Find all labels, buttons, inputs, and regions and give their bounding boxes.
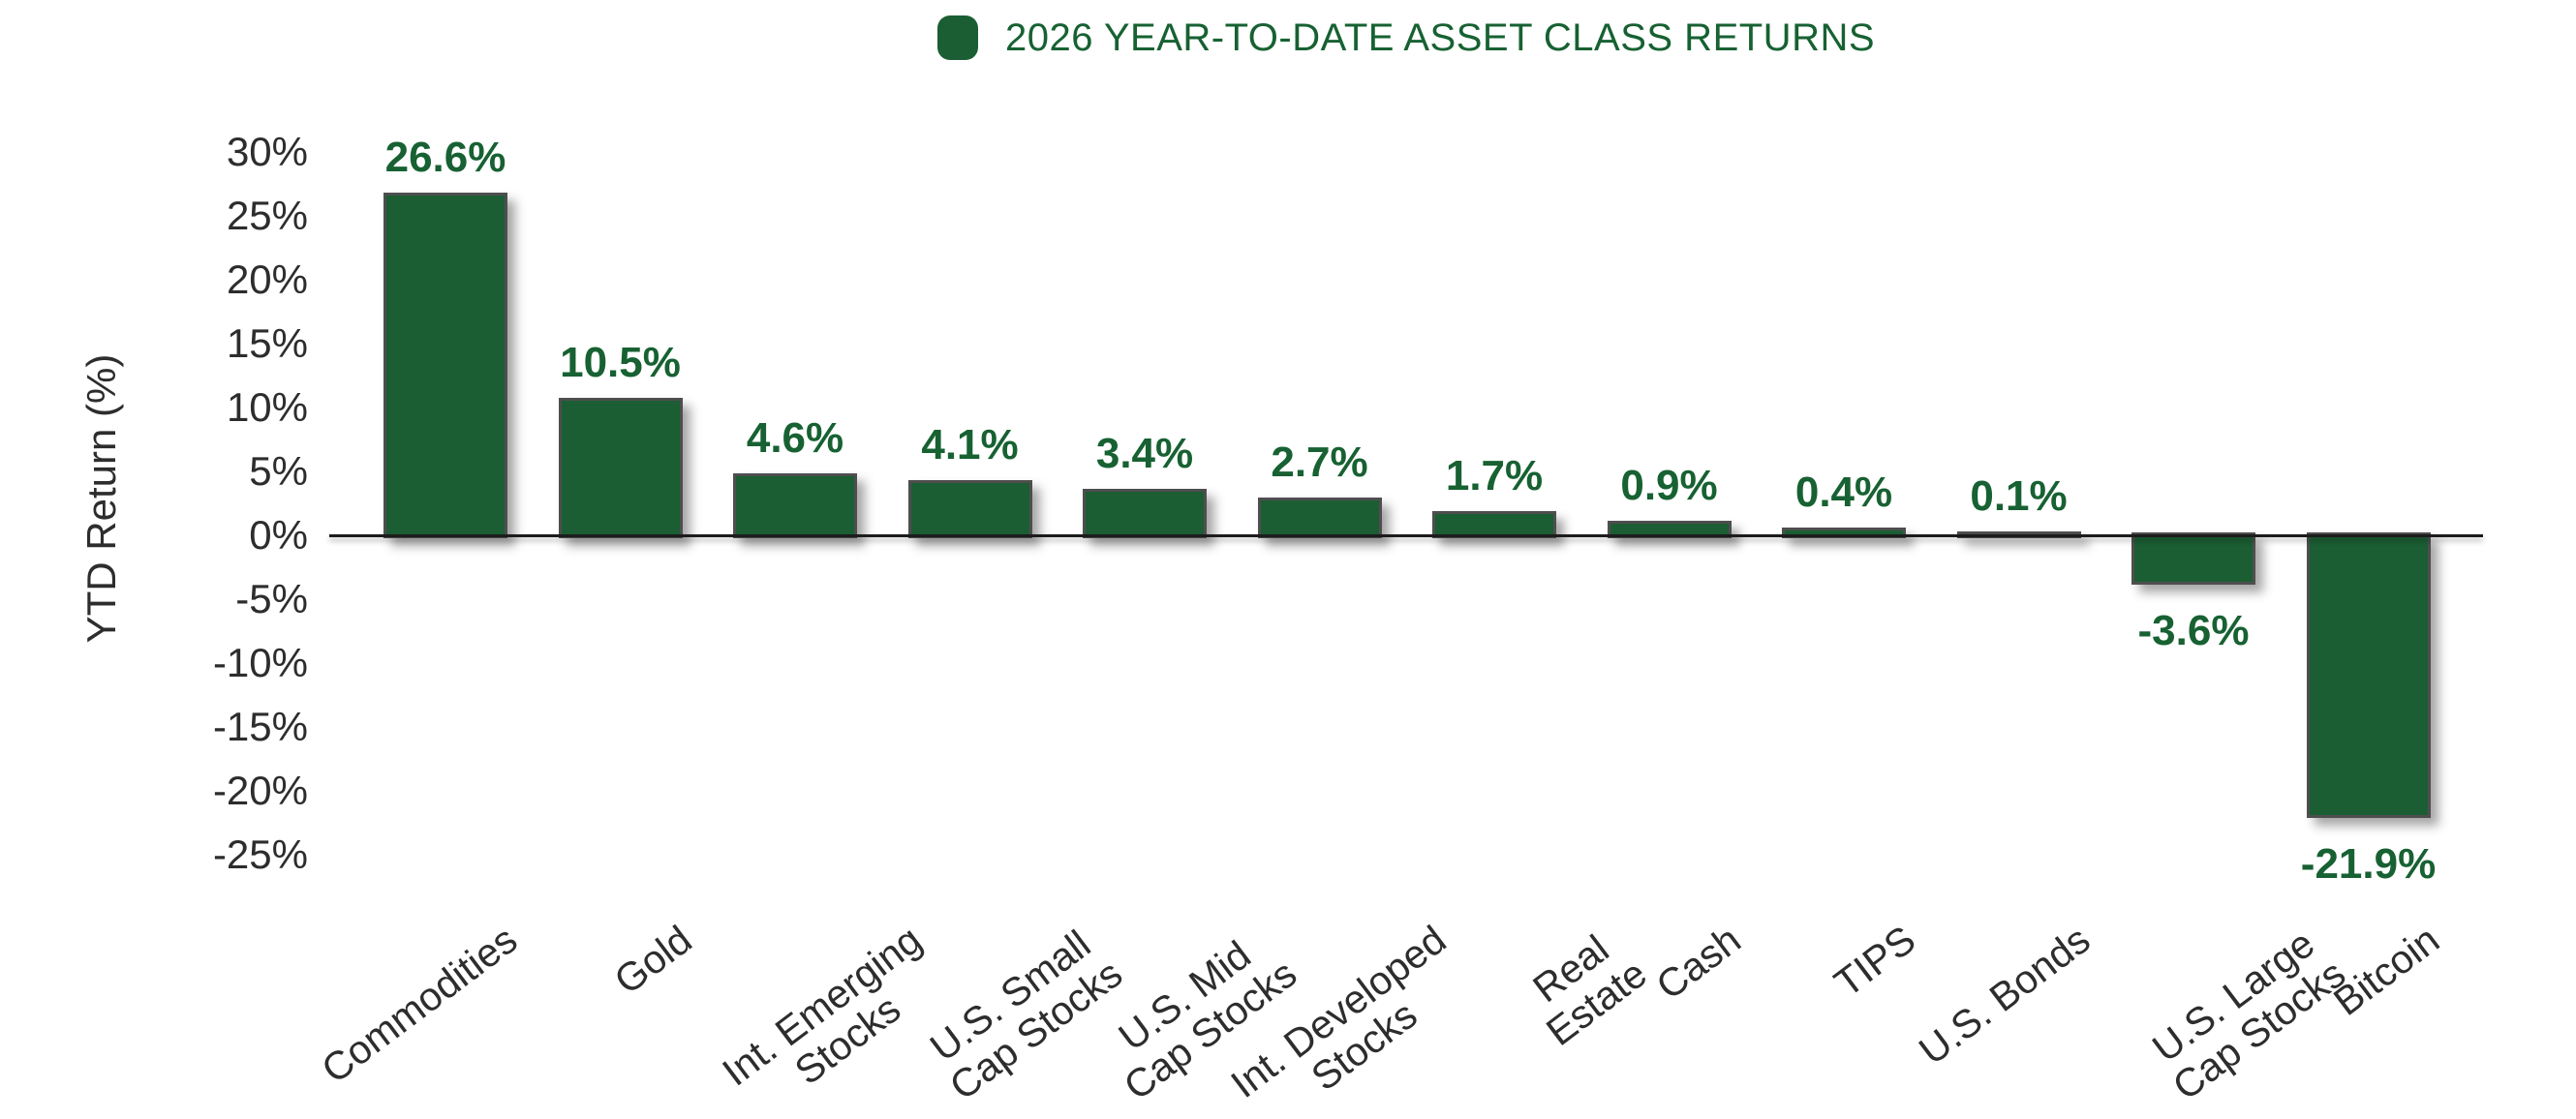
y-tick-label: -15% (212, 704, 308, 749)
zero-axis-line (329, 533, 2483, 537)
y-tick-label: 30% (226, 129, 308, 174)
legend: 2026 YEAR-TO-DATE ASSET CLASS RETURNS (329, 12, 2483, 64)
x-axis-label: U.S. Small Cap Stocks (921, 922, 1131, 1109)
legend-swatch-icon (936, 15, 978, 60)
y-tick-label: -5% (235, 576, 308, 621)
y-tick-label: -25% (212, 832, 308, 877)
bar-value-label: 0.9% (1620, 462, 1718, 510)
y-tick-label: 20% (226, 257, 308, 302)
bar-value-label: -3.6% (2137, 606, 2250, 654)
x-axis-label: Commodities (313, 917, 526, 1092)
bar-value-label: 10.5% (560, 339, 681, 387)
y-tick-label: 5% (249, 448, 308, 494)
x-axis-label: U.S. Large Cap Stocks (2144, 921, 2354, 1109)
bar (907, 479, 1032, 538)
bar-value-label: 4.6% (746, 414, 844, 463)
bar (1257, 498, 1382, 538)
bar-value-label: 4.1% (921, 420, 1019, 469)
x-axis-label: Real Estate (1524, 925, 1655, 1055)
y-tick-label: 0% (249, 512, 308, 558)
bar (2131, 532, 2255, 585)
bar (733, 473, 857, 538)
y-tick-label: 15% (226, 320, 308, 366)
bar (1083, 489, 1207, 538)
x-axis-label: Int. Emerging Stocks (714, 917, 931, 1095)
legend-label: 2026 YEAR-TO-DATE ASSET CLASS RETURNS (1004, 15, 1876, 59)
bar-value-label: 2.7% (1271, 439, 1368, 487)
bar-value-label: 0.1% (1970, 471, 2068, 520)
x-axis-label: Bitcoin (2325, 917, 2448, 1024)
y-tick-label: -10% (212, 640, 308, 685)
x-axis-label: Cash (1647, 917, 1749, 1009)
bar-value-label: 3.4% (1095, 430, 1194, 478)
bar (2306, 532, 2431, 819)
bar-value-label: 26.6% (384, 133, 506, 181)
bar-value-label: 1.7% (1445, 451, 1544, 499)
bar (558, 398, 683, 538)
bar-value-label: 0.4% (1794, 468, 1893, 516)
x-axis-label: U.S. Bonds (1911, 917, 2099, 1074)
x-axis-label: TIPS (1825, 917, 1924, 1006)
y-tick-label: 10% (226, 384, 308, 430)
y-tick-label: 25% (226, 193, 308, 238)
x-axis-label: Gold (605, 917, 700, 1004)
bar (383, 192, 507, 538)
bar-value-label: -21.9% (2300, 840, 2437, 889)
y-tick-label: -20% (212, 768, 308, 813)
